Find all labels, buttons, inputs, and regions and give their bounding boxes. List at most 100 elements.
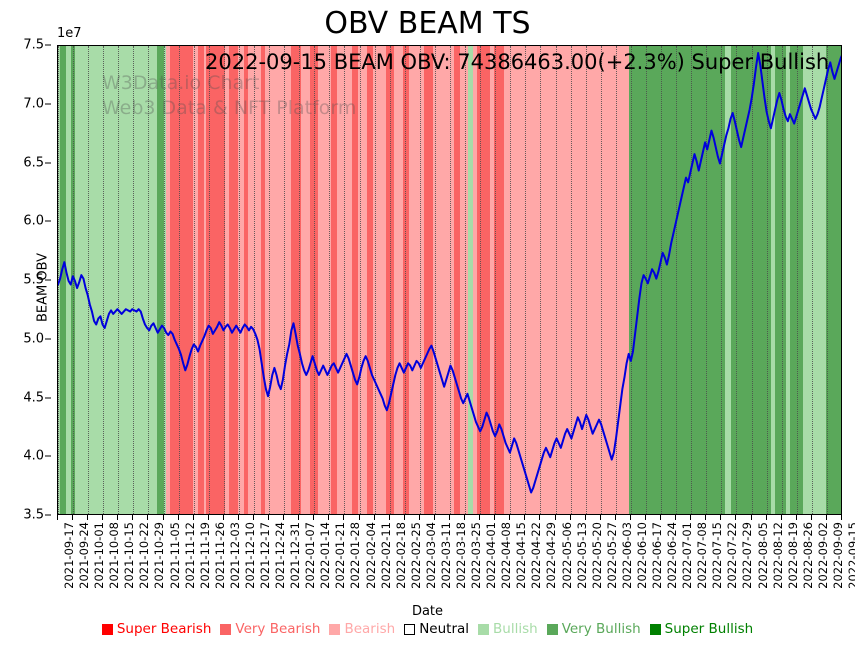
sentiment-band-very_bullish [730,46,772,514]
sentiment-band-bullish [163,46,167,514]
y-axis-label: BEAM OBV [35,252,51,323]
x-tick-label: 2022-09-02 [815,522,830,589]
x-tick-label: 2021-11-12 [182,522,197,589]
sentiment-band-bearish [318,46,332,514]
x-tick-mark [132,515,134,520]
sentiment-band-very_bearish [197,46,205,514]
legend-label: Neutral [419,621,470,637]
y-tick-label: 5.5 [23,272,44,288]
x-tick-mark [87,515,89,520]
x-tick-mark [343,515,345,520]
x-tick-label: 2022-07-22 [725,522,740,589]
sentiment-band-very_bearish [402,46,410,514]
x-tick-label: 2022-02-04 [363,522,378,589]
sentiment-band-background [58,46,841,514]
x-tick-mark [464,515,466,520]
sentiment-band-very_bullish [826,46,841,514]
x-tick-label: 2022-09-09 [830,522,845,589]
x-tick-mark [192,515,194,520]
y-tick-mark [45,455,51,457]
x-tick-label: 2022-05-13 [574,522,589,589]
x-tick-mark [841,515,842,520]
sentiment-band-bearish [504,46,630,514]
x-tick-mark [645,515,646,520]
page-title: OBV BEAM TS [324,6,531,41]
legend-item-bearish[interactable]: Bearish [329,621,395,637]
x-tick-mark [328,515,330,520]
legend-item-very_bullish[interactable]: Very Bullish [546,621,641,637]
x-tick-label: 2021-12-17 [258,522,272,589]
legend-label: Very Bullish [561,621,641,637]
x-tick-mark [660,515,662,520]
legend-item-super_bullish[interactable]: Super Bullish [649,621,754,637]
x-tick-label: 2022-07-15 [710,522,725,589]
x-tick-mark [162,515,164,520]
legend-swatch-icon [546,623,558,635]
x-tick-label: 2022-05-27 [604,522,619,589]
x-tick-label: 2021-10-22 [137,522,152,589]
x-tick-label: 2022-08-19 [785,522,800,589]
x-tick-label: 2022-05-20 [589,522,604,589]
sentiment-band-bearish [373,46,387,514]
x-tick-label: 2022-02-18 [393,522,408,589]
x-tick-mark [494,515,496,520]
x-tick-label: 2022-04-01 [484,522,499,589]
sentiment-band-bearish [489,46,495,514]
x-tick-mark [298,515,300,520]
y-tick-label: 3.5 [23,507,44,523]
obv-line-series [58,52,841,494]
x-tick-mark [614,515,616,520]
sentiment-band-bullish [771,46,776,514]
x-tick-mark [253,515,254,520]
legend-swatch-icon [101,623,113,635]
legend-label: Super Bullish [664,621,754,637]
x-tick-label: 2022-04-08 [499,522,514,589]
x-tick-mark [629,515,631,520]
x-tick-mark [388,515,390,520]
sentiment-band-very_bearish [330,46,338,514]
x-tick-mark [147,515,149,520]
x-tick-mark [57,515,58,520]
sentiment-band-bearish [394,46,404,514]
legend-item-very_bearish[interactable]: Very Bearish [220,621,320,637]
y-tick-label: 7.5 [23,37,44,53]
x-tick-label: 2021-12-10 [242,522,257,589]
sentiment-band-very_bearish [261,46,266,514]
x-tick-label: 2022-04-29 [544,522,559,589]
x-tick-mark [373,515,375,520]
x-tick-label: 2021-09-24 [77,522,92,589]
sentiment-band-very_bearish [244,46,250,514]
x-tick-mark [268,515,270,520]
y-axis-offset-label: 1e7 [57,26,82,41]
legend-label: Very Bearish [235,621,321,637]
x-tick-mark [102,515,104,520]
sentiment-band-bearish [472,46,478,514]
legend-swatch-icon [404,623,416,635]
y-tick-mark [45,162,51,163]
y-tick-mark [45,220,51,222]
x-tick-mark [177,515,179,520]
x-tick-mark [222,515,224,520]
x-tick-label: 2022-01-21 [333,522,348,589]
x-tick-mark [825,515,827,520]
x-tick-label: 2022-04-15 [514,522,529,589]
sentiment-band-bearish [165,46,171,514]
x-tick-label: 2022-06-10 [634,522,649,589]
x-tick-mark [599,515,601,520]
legend-swatch-icon [220,623,232,635]
sentiment-band-bearish [358,46,368,514]
x-tick-mark [690,515,692,520]
y-tick-label: 4.5 [23,390,44,405]
x-tick-label: 2022-06-17 [650,522,664,589]
sentiment-band-very_bullish [790,46,804,514]
legend-item-bullish[interactable]: Bullish [478,621,538,637]
legend-item-neutral[interactable]: Neutral [404,621,469,637]
legend-item-super_bearish[interactable]: Super Bearish [101,621,211,637]
x-tick-mark [735,515,737,520]
sentiment-band-bullish [468,46,474,514]
x-tick-label: 2021-10-29 [152,522,167,589]
x-tick-label: 2022-07-08 [695,522,710,589]
y-tick-label: 5.0 [23,331,44,347]
x-tick-mark [539,515,541,520]
sentiment-band-very_bearish [290,46,302,514]
